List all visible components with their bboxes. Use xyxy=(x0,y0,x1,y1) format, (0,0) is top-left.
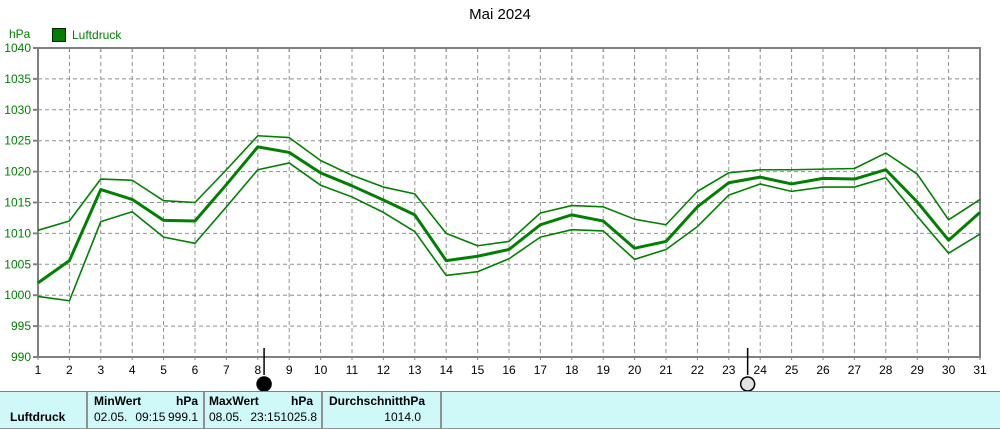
svg-text:1020: 1020 xyxy=(4,165,31,179)
minwert-header: MinWert hPa xyxy=(94,394,198,408)
durchschnitt-header: Durchschnitt hPa xyxy=(329,394,425,408)
pressure-line-chart: 9909951000100510101015102010251030103510… xyxy=(4,41,987,391)
axis-ticks xyxy=(33,47,981,360)
svg-text:4: 4 xyxy=(129,363,136,377)
maxwert-datetime: 08.05. 23:15 xyxy=(209,410,280,424)
svg-text:1030: 1030 xyxy=(4,103,31,117)
maxwert-value-row: 08.05. 23:15 1025.8 xyxy=(209,410,317,424)
legend: Luftdruck xyxy=(52,28,121,42)
svg-text:19: 19 xyxy=(597,363,611,377)
svg-text:10: 10 xyxy=(314,363,328,377)
minwert-value: 999.1 xyxy=(167,410,198,424)
maxwert-unit-label: hPa xyxy=(290,394,313,408)
svg-text:1025: 1025 xyxy=(4,134,31,148)
svg-text:1010: 1010 xyxy=(4,226,31,240)
minwert-datetime: 02.05. 09:15 xyxy=(94,410,165,424)
svg-text:2: 2 xyxy=(66,363,73,377)
svg-text:6: 6 xyxy=(192,363,199,377)
svg-text:995: 995 xyxy=(11,319,31,333)
minwert-unit-label: hPa xyxy=(175,394,198,408)
svg-text:13: 13 xyxy=(408,363,422,377)
stats-table: Luftdruck MinWert hPa 02.05. 09:15 999.1 … xyxy=(0,391,1000,429)
table-separator xyxy=(86,392,88,428)
svg-text:7: 7 xyxy=(223,363,230,377)
svg-text:15: 15 xyxy=(471,363,485,377)
svg-text:22: 22 xyxy=(691,363,705,377)
table-separator xyxy=(440,392,442,428)
svg-text:5: 5 xyxy=(160,363,167,377)
new-moon-icon xyxy=(256,376,272,391)
svg-text:1040: 1040 xyxy=(4,41,31,55)
svg-text:26: 26 xyxy=(816,363,830,377)
svg-text:23: 23 xyxy=(722,363,736,377)
svg-text:21: 21 xyxy=(659,363,673,377)
svg-text:990: 990 xyxy=(11,350,31,364)
full-moon-icon xyxy=(739,376,756,391)
svg-text:1: 1 xyxy=(35,363,42,377)
svg-text:1035: 1035 xyxy=(4,72,31,86)
durchschnitt-header-label: Durchschnitt xyxy=(329,394,404,408)
svg-text:1015: 1015 xyxy=(4,196,31,210)
y-axis-labels: 990 995 1000 1005 1010 1015 1020 1025 1030 1035 10… xyxy=(4,41,31,364)
table-separator xyxy=(203,392,205,428)
svg-text:1005: 1005 xyxy=(4,257,31,271)
svg-text:25: 25 xyxy=(785,363,799,377)
chart-title: Mai 2024 xyxy=(469,6,531,23)
svg-text:3: 3 xyxy=(97,363,104,377)
durchschnitt-unit-label: hPa xyxy=(403,394,426,408)
table-separator xyxy=(321,392,323,428)
legend-label: Luftdruck xyxy=(72,28,122,42)
pressure-series-lower xyxy=(37,162,981,302)
legend-color-swatch-icon xyxy=(52,28,66,42)
plot-border xyxy=(37,47,981,358)
durchschnitt-value-row: 1014.0 xyxy=(329,410,421,424)
svg-text:28: 28 xyxy=(879,363,893,377)
maxwert-time: 23:15 xyxy=(250,410,281,424)
x-axis-labels: 1 2 3 4 5 6 7 8 9 10 11 12 13 14 15 16 17 18 19 20 21 22 23 24 2… xyxy=(35,363,987,377)
minwert-date: 02.05. xyxy=(94,410,128,424)
svg-text:9: 9 xyxy=(286,363,293,377)
pressure-series-upper xyxy=(37,134,981,247)
svg-text:24: 24 xyxy=(754,363,768,377)
maxwert-value: 1025.8 xyxy=(280,410,318,424)
durchschnitt-value: 1014.0 xyxy=(384,410,421,424)
svg-text:14: 14 xyxy=(440,363,454,377)
svg-text:12: 12 xyxy=(377,363,391,377)
svg-text:20: 20 xyxy=(628,363,642,377)
svg-text:30: 30 xyxy=(942,363,956,377)
stats-row-label: Luftdruck xyxy=(10,410,66,424)
minwert-value-row: 02.05. 09:15 999.1 xyxy=(94,410,198,424)
minwert-time: 09:15 xyxy=(135,410,166,424)
svg-text:29: 29 xyxy=(911,363,925,377)
maxwert-date: 08.05. xyxy=(209,410,243,424)
maxwert-header-label: MaxWert xyxy=(209,394,259,408)
gridlines xyxy=(38,48,980,357)
svg-text:1000: 1000 xyxy=(4,288,31,302)
svg-text:8: 8 xyxy=(254,363,261,377)
svg-text:11: 11 xyxy=(346,363,359,377)
svg-text:17: 17 xyxy=(534,363,548,377)
svg-text:16: 16 xyxy=(502,363,516,377)
minwert-header-label: MinWert xyxy=(94,394,142,408)
svg-text:27: 27 xyxy=(848,363,862,377)
y-axis-unit-label: hPa xyxy=(9,27,31,41)
pressure-series-main xyxy=(37,145,981,285)
maxwert-header: MaxWert hPa xyxy=(209,394,313,408)
svg-text:31: 31 xyxy=(973,363,987,377)
svg-text:18: 18 xyxy=(565,363,579,377)
